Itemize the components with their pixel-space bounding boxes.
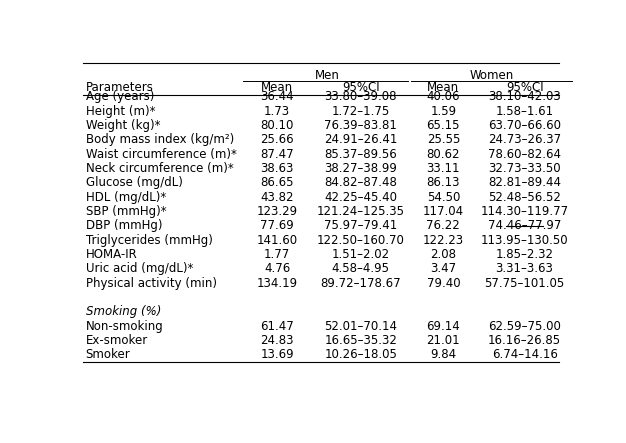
Text: Waist circumference (m)*: Waist circumference (m)* xyxy=(86,148,237,161)
Text: 75.97–79.41: 75.97–79.41 xyxy=(324,219,398,232)
Text: 42.25–45.40: 42.25–45.40 xyxy=(324,190,398,204)
Text: 86.65: 86.65 xyxy=(260,176,294,189)
Text: 1.58–1.61: 1.58–1.61 xyxy=(496,105,553,118)
Text: 85.37–89.56: 85.37–89.56 xyxy=(324,148,398,161)
Text: Ex-smoker: Ex-smoker xyxy=(86,334,148,347)
Text: HOMA-IR: HOMA-IR xyxy=(86,248,137,261)
Text: Glucose (mg/dL): Glucose (mg/dL) xyxy=(86,176,182,189)
Text: 121.24–125.35: 121.24–125.35 xyxy=(317,205,405,218)
Text: 24.83: 24.83 xyxy=(260,334,294,347)
Text: 1.59: 1.59 xyxy=(430,105,456,118)
Text: 134.19: 134.19 xyxy=(257,276,298,290)
Text: 38.63: 38.63 xyxy=(260,162,294,175)
Text: 25.66: 25.66 xyxy=(260,133,294,146)
Text: 54.50: 54.50 xyxy=(427,190,460,204)
Text: 84.82–87.48: 84.82–87.48 xyxy=(324,176,398,189)
Text: 43.82: 43.82 xyxy=(260,190,294,204)
Text: 33.11: 33.11 xyxy=(426,162,460,175)
Text: Neck circumference (m)*: Neck circumference (m)* xyxy=(86,162,233,175)
Text: 57.75–101.05: 57.75–101.05 xyxy=(485,276,565,290)
Text: 113.95–130.50: 113.95–130.50 xyxy=(481,233,568,247)
Text: 1.51–2.02: 1.51–2.02 xyxy=(332,248,390,261)
Text: 3.47: 3.47 xyxy=(430,262,456,275)
Text: Non-smoking: Non-smoking xyxy=(86,319,163,333)
Text: 24.91–26.41: 24.91–26.41 xyxy=(324,133,398,146)
Text: 33.80–39.08: 33.80–39.08 xyxy=(325,90,397,103)
Text: 16.65–35.32: 16.65–35.32 xyxy=(324,334,398,347)
Text: Uric acid (mg/dL)*: Uric acid (mg/dL)* xyxy=(86,262,193,275)
Text: Weight (kg)*: Weight (kg)* xyxy=(86,119,160,132)
Text: 86.13: 86.13 xyxy=(426,176,460,189)
Text: 1.72–1.75: 1.72–1.75 xyxy=(332,105,390,118)
Text: 89.72–178.67: 89.72–178.67 xyxy=(321,276,401,290)
Text: 1.77: 1.77 xyxy=(264,248,290,261)
Text: Smoker: Smoker xyxy=(86,348,130,361)
Text: 65.15: 65.15 xyxy=(426,119,460,132)
Text: Smoking (%): Smoking (%) xyxy=(86,305,161,318)
Text: Mean: Mean xyxy=(428,81,459,94)
Text: 52.48–56.52: 52.48–56.52 xyxy=(488,190,561,204)
Text: 2.08: 2.08 xyxy=(430,248,456,261)
Text: 24.73–26.37: 24.73–26.37 xyxy=(488,133,561,146)
Text: 69.14: 69.14 xyxy=(426,319,460,333)
Text: 95%CI: 95%CI xyxy=(506,81,543,94)
Text: Age (years): Age (years) xyxy=(86,90,154,103)
Text: 10.26–18.05: 10.26–18.05 xyxy=(324,348,398,361)
Text: 25.55: 25.55 xyxy=(427,133,460,146)
Text: 6.74–14.16: 6.74–14.16 xyxy=(491,348,558,361)
Text: Body mass index (kg/m²): Body mass index (kg/m²) xyxy=(86,133,233,146)
Text: 95%CI: 95%CI xyxy=(342,81,379,94)
Text: Mean: Mean xyxy=(261,81,293,94)
Text: 80.62: 80.62 xyxy=(426,148,460,161)
Text: 38.27–38.99: 38.27–38.99 xyxy=(324,162,398,175)
Text: Parameters: Parameters xyxy=(86,81,153,94)
Text: Height (m)*: Height (m)* xyxy=(86,105,155,118)
Text: 79.40: 79.40 xyxy=(426,276,460,290)
Text: 1.85–2.32: 1.85–2.32 xyxy=(496,248,553,261)
Text: 3.31–3.63: 3.31–3.63 xyxy=(496,262,553,275)
Text: 87.47: 87.47 xyxy=(260,148,294,161)
Text: 122.50–160.70: 122.50–160.70 xyxy=(317,233,405,247)
Text: 77.69: 77.69 xyxy=(260,219,294,232)
Text: HDL (mg/dL)*: HDL (mg/dL)* xyxy=(86,190,166,204)
Text: 114.30–119.77: 114.30–119.77 xyxy=(481,205,568,218)
Text: 123.29: 123.29 xyxy=(257,205,298,218)
Text: 9.84: 9.84 xyxy=(430,348,456,361)
Text: 117.04: 117.04 xyxy=(423,205,464,218)
Text: Women: Women xyxy=(470,69,514,82)
Text: 38.10–42.03: 38.10–42.03 xyxy=(488,90,561,103)
Text: 61.47: 61.47 xyxy=(260,319,294,333)
Text: 76.22: 76.22 xyxy=(426,219,460,232)
Text: 16.16–26.85: 16.16–26.85 xyxy=(488,334,561,347)
Text: 4.58–4.95: 4.58–4.95 xyxy=(332,262,390,275)
Text: 63.70–66.60: 63.70–66.60 xyxy=(488,119,561,132)
Text: Triglycerides (mmHg): Triglycerides (mmHg) xyxy=(86,233,212,247)
Text: DBP (mmHg): DBP (mmHg) xyxy=(86,219,162,232)
Text: 122.23: 122.23 xyxy=(423,233,464,247)
Text: 13.69: 13.69 xyxy=(260,348,294,361)
Text: 21.01: 21.01 xyxy=(426,334,460,347)
Text: 80.10: 80.10 xyxy=(260,119,294,132)
Text: 52.01–70.14: 52.01–70.14 xyxy=(324,319,398,333)
Text: 62.59–75.00: 62.59–75.00 xyxy=(488,319,561,333)
Text: 76.39–83.81: 76.39–83.81 xyxy=(324,119,398,132)
Text: 40.06: 40.06 xyxy=(426,90,460,103)
Text: 74.46–77.97: 74.46–77.97 xyxy=(488,219,562,232)
Text: 32.73–33.50: 32.73–33.50 xyxy=(488,162,561,175)
Text: 82.81–89.44: 82.81–89.44 xyxy=(488,176,561,189)
Text: 141.60: 141.60 xyxy=(257,233,298,247)
Text: 36.44: 36.44 xyxy=(260,90,294,103)
Text: 4.76: 4.76 xyxy=(264,262,290,275)
Text: 1.73: 1.73 xyxy=(264,105,290,118)
Text: Physical activity (min): Physical activity (min) xyxy=(86,276,217,290)
Text: SBP (mmHg)*: SBP (mmHg)* xyxy=(86,205,166,218)
Text: 78.60–82.64: 78.60–82.64 xyxy=(488,148,561,161)
Text: Men: Men xyxy=(314,69,339,82)
